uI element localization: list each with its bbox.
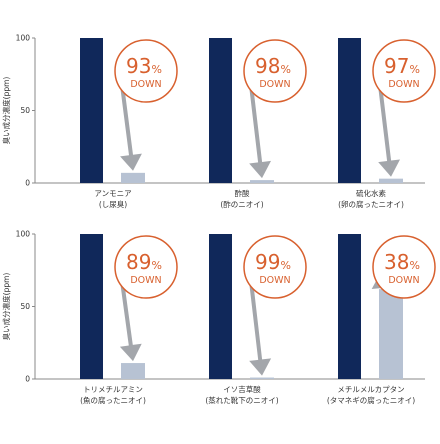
badge-down-text: DOWN xyxy=(259,275,290,286)
badge-value: 93 xyxy=(126,54,151,78)
badge-percent-value: 98% xyxy=(255,54,291,78)
bar-after xyxy=(379,178,403,183)
y-tick-label: 50 xyxy=(20,106,30,115)
down-arrow xyxy=(378,84,400,177)
badge-percent-value: 99% xyxy=(255,250,291,274)
bar-after xyxy=(121,172,145,183)
reduction-badge xyxy=(243,235,307,299)
reduction-badge xyxy=(243,39,307,103)
down-arrow xyxy=(249,280,272,376)
y-tick-label: 0 xyxy=(25,375,30,384)
y-tick-label: 100 xyxy=(16,230,31,239)
badge-percent-value: 89% xyxy=(126,250,162,274)
reduction-badge xyxy=(372,235,436,299)
badge-unit: % xyxy=(152,63,162,76)
category-label: メチルメルカプタン xyxy=(337,385,404,394)
y-tick-label: 50 xyxy=(20,302,30,311)
badge-down-text: DOWN xyxy=(259,79,290,90)
bar-before xyxy=(338,38,361,183)
category-sublabel: (卵の腐ったニオイ) xyxy=(338,199,404,209)
down-arrow xyxy=(249,84,271,179)
category-sublabel: (し尿臭) xyxy=(99,199,127,209)
badge-percent-value: 97% xyxy=(384,54,420,78)
category-sublabel: (酢のニオイ) xyxy=(220,199,263,209)
badge-down-text: DOWN xyxy=(388,275,419,286)
bar-after xyxy=(121,363,145,379)
badge-unit: % xyxy=(410,259,420,272)
chart-panel-2: 臭い成分濃度(ppm)05010089%DOWNトリメチルアミン(魚の腐ったニオ… xyxy=(1,230,436,405)
badge-value: 99 xyxy=(255,250,280,274)
badge-unit: % xyxy=(410,63,420,76)
category-label: イソ吉草酸 xyxy=(223,384,261,394)
badge-percent-value: 93% xyxy=(126,54,162,78)
category-label: 硫化水素 xyxy=(356,188,386,198)
y-tick-label: 100 xyxy=(16,34,31,43)
category-sublabel: (蒸れた靴下のニオイ) xyxy=(205,395,278,405)
bar-before xyxy=(80,234,103,379)
reduction-badge xyxy=(114,39,178,103)
bar-before xyxy=(338,234,361,379)
badge-value: 98 xyxy=(255,54,280,78)
badge-value: 97 xyxy=(384,54,409,78)
category-sublabel: (魚の腐ったニオイ) xyxy=(80,395,146,405)
y-axis-label: 臭い成分濃度(ppm) xyxy=(1,273,11,341)
badge-unit: % xyxy=(281,259,291,272)
bar-after xyxy=(250,180,274,183)
badge-down-text: DOWN xyxy=(388,79,419,90)
badge-unit: % xyxy=(152,259,162,272)
chart-panel-1: 臭い成分濃度(ppm)05010093%DOWNアンモニア(し尿臭)98%DOW… xyxy=(1,34,436,209)
badge-value: 89 xyxy=(126,250,151,274)
bar-after xyxy=(250,377,274,379)
bar-before xyxy=(80,38,103,183)
y-tick-label: 0 xyxy=(25,179,30,188)
badge-unit: % xyxy=(281,63,291,76)
category-sublabel: (タマネギの腐ったニオイ) xyxy=(327,395,415,405)
badge-down-text: DOWN xyxy=(130,79,161,90)
badge-down-text: DOWN xyxy=(130,275,161,286)
category-label: アンモニア xyxy=(94,189,131,198)
reduction-badge xyxy=(372,39,436,103)
category-label: 酢酸 xyxy=(235,188,250,198)
badge-value: 38 xyxy=(384,250,409,274)
down-arrow xyxy=(120,84,142,171)
bar-before xyxy=(209,234,232,379)
y-axis-label: 臭い成分濃度(ppm) xyxy=(1,77,11,145)
bar-after xyxy=(379,289,403,379)
down-arrow xyxy=(119,280,142,362)
reduction-badge xyxy=(114,235,178,299)
badge-percent-value: 38% xyxy=(384,250,420,274)
category-label: トリメチルアミン xyxy=(83,385,143,394)
bar-before xyxy=(209,38,232,183)
